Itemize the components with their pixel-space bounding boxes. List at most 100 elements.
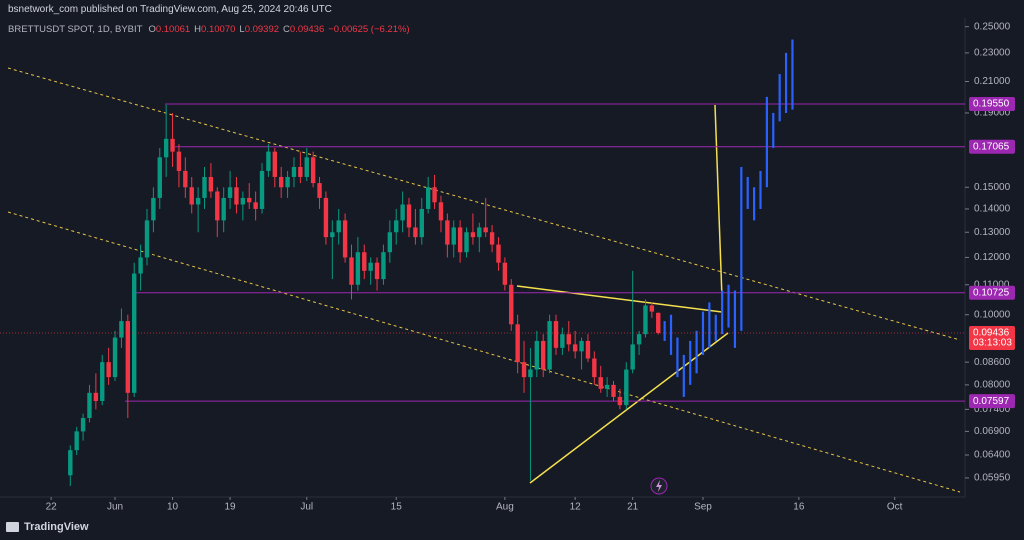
candle-body [285,176,290,188]
drawings [7,67,961,493]
candle-body [649,305,655,312]
candle-body [489,232,495,245]
candle-body [278,176,284,188]
x-tick-label: 19 [225,502,237,513]
candle-body [336,220,341,233]
candle-body [630,344,635,370]
candle-body [643,305,648,335]
legend-change: −0.00625 (−6.21%) [328,24,410,35]
brand: TradingView [24,521,89,533]
candle-body [553,321,559,348]
channel-upper [7,67,961,341]
candle-body [80,417,86,432]
candle-body [470,232,476,238]
candle-body [298,166,303,177]
candle-body [381,252,386,280]
level-label: 0.07597 [973,396,1010,407]
y-tick-label: 0.12000 [974,252,1011,263]
level-badge [969,285,1015,300]
candle-body [291,166,297,177]
x-tick-label: 22 [46,502,58,513]
candle-body [604,384,610,389]
level-label: 0.17065 [973,141,1010,152]
candle-body [247,197,252,203]
candle-body [227,187,233,198]
candle-body [413,227,418,238]
candle-body [119,321,124,338]
brand-logo [6,522,19,532]
candle-body [202,176,207,198]
candle-body [253,202,258,209]
triangle-bottom [529,332,729,484]
candle-body [272,151,278,177]
last-price-label: 0.09436 [973,328,1010,339]
legend-key: C [283,24,290,35]
y-tick-label: 0.13000 [974,227,1011,238]
candle-body [87,392,92,418]
candle-body [330,232,335,238]
triangle-top [516,285,723,313]
channel-lower [7,211,961,493]
legend-value: 0.10061 [155,24,191,35]
legend-key: O [148,24,156,35]
candle-body [457,227,463,253]
candle-body [656,312,661,333]
y-tick-label: 0.07400 [974,404,1011,415]
candle-body [221,197,226,221]
candle-body [157,157,162,198]
y-tick-label: 0.11000 [974,279,1010,290]
x-tick-label: 10 [167,502,179,513]
event-bolt [656,480,662,492]
x-tick-label: 15 [391,502,403,513]
candle-body [464,232,469,253]
candle-body [521,362,527,378]
candle-body [208,176,214,192]
candle-body [215,191,220,221]
candle-body [240,197,246,205]
candle-body [566,334,571,345]
x-tick-label: Oct [887,502,903,513]
candle-body [176,151,182,171]
candle-body [509,284,514,325]
candle-body [611,384,616,397]
candle-body [355,252,361,285]
candle-body [560,334,565,348]
candle-body [68,450,73,476]
candle-body [368,262,373,271]
candle-body [170,138,175,152]
candle-body [234,187,239,205]
candle-body [617,396,623,406]
candle-body [374,262,380,280]
candle-body [304,157,309,177]
candle-body [438,202,444,221]
y-tick-label: 0.08600 [974,357,1011,368]
candle-body [592,358,597,378]
level-badge [969,96,1015,111]
candle-body [74,431,79,451]
candle-body [310,157,316,184]
candle-body [400,204,405,221]
y-tick-label: 0.15000 [974,182,1011,193]
candle-body [572,344,578,352]
candle-body [515,324,520,363]
candle-body [636,334,642,345]
y-tick-label: 0.05950 [974,473,1011,484]
target-line [714,104,723,299]
candle-body [106,362,111,378]
candle-body [151,197,156,221]
legend-key: H [194,24,202,35]
x-tick-label: 21 [627,502,639,513]
candle-body [541,340,546,370]
symbol: BRETTUSDT SPOT, 1D, BYBIT [8,24,143,35]
candle-body [163,138,169,158]
plot: 0.25000 0.23000 0.21000 0.19000 0.15000 0.140… [0,21,1015,513]
candle-body [266,151,271,171]
x-tick-label: 16 [793,502,805,513]
y-tick-label: 0.06900 [974,426,1011,437]
candle-body [496,244,501,263]
candle-body [183,170,188,188]
candle-body [445,220,450,245]
y-tick-label: 0.19000 [974,108,1011,119]
candle-body [585,340,591,359]
